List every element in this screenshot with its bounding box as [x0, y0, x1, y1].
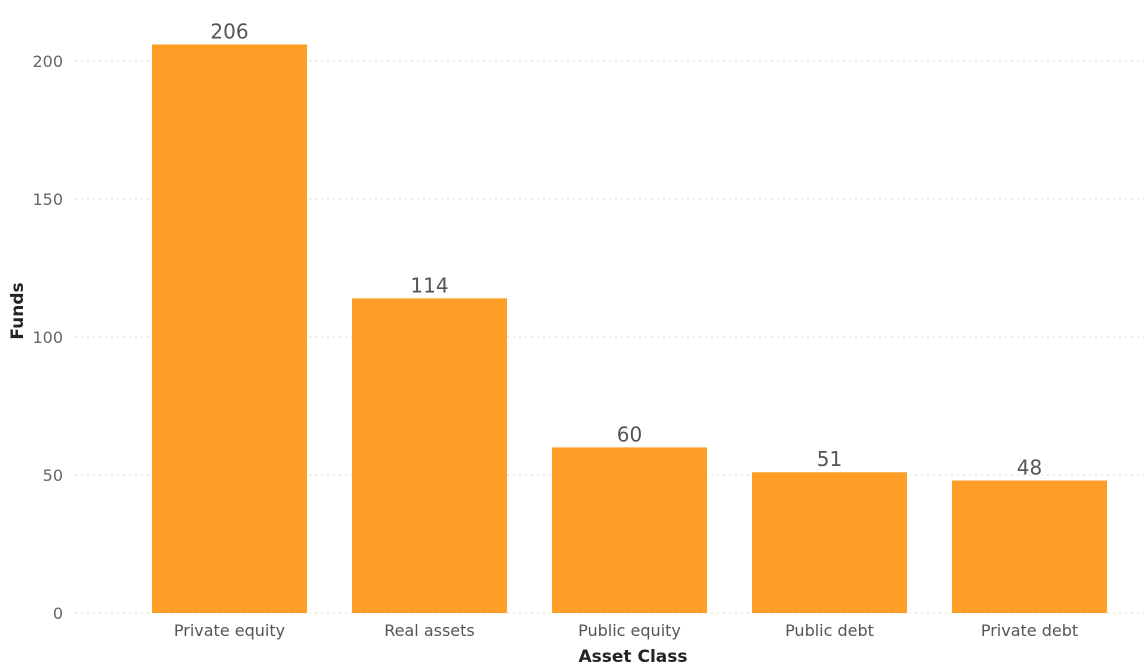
- data-label: 60: [617, 422, 642, 446]
- data-label: 114: [410, 273, 448, 297]
- bar-public-equity[interactable]: [552, 447, 707, 613]
- x-tick-label: Public equity: [578, 621, 681, 640]
- x-tick-label: Private equity: [174, 621, 285, 640]
- bar-private-equity[interactable]: [152, 44, 307, 613]
- x-tick-label: Real assets: [384, 621, 475, 640]
- y-tick-label: 200: [32, 52, 63, 71]
- x-axis-ticks: Private equity Real assets Public equity Pu…: [174, 621, 1078, 640]
- y-tick-label: 100: [32, 328, 63, 347]
- y-axis-ticks: 0 50 100 150 200: [32, 52, 63, 623]
- bar-private-debt[interactable]: [952, 480, 1107, 613]
- x-tick-label: Private debt: [981, 621, 1078, 640]
- x-axis-title: Asset Class: [579, 647, 688, 667]
- bar-real-assets[interactable]: [352, 298, 507, 613]
- y-tick-label: 0: [53, 604, 63, 623]
- data-label: 206: [210, 19, 248, 43]
- y-tick-label: 150: [32, 190, 63, 209]
- data-labels: 206 114 60 51 48: [210, 19, 1042, 479]
- bars: [152, 44, 1107, 613]
- y-axis-title: Funds: [8, 282, 28, 339]
- data-label: 51: [817, 447, 842, 471]
- y-tick-label: 50: [43, 466, 63, 485]
- bar-public-debt[interactable]: [752, 472, 907, 613]
- data-label: 48: [1017, 456, 1042, 480]
- x-tick-label: Public debt: [785, 621, 874, 640]
